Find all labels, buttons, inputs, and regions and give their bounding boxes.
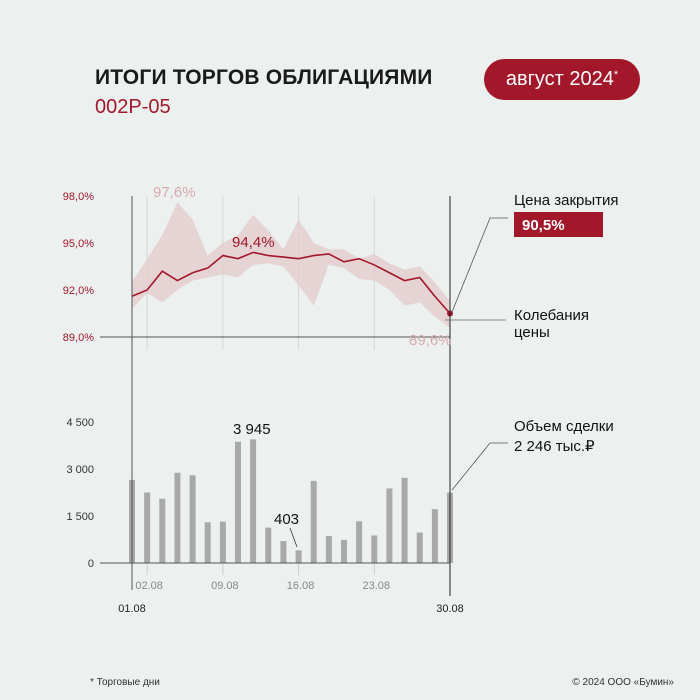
footnote: * Торговые дни: [90, 677, 160, 688]
price-tick-label: 89,0%: [63, 332, 94, 344]
end-date-label: 30.08: [436, 603, 464, 615]
price-tick-label: 98,0%: [63, 191, 94, 203]
min-volume-label: 403: [274, 511, 299, 528]
price-tick-label: 92,0%: [63, 285, 94, 297]
price-tick-label: 95,0%: [63, 238, 94, 250]
volume-bar: [341, 539, 347, 563]
date-tick-label: 16.08: [287, 580, 315, 592]
volume-pointer: [451, 442, 508, 491]
volume-legend-value: 2 246 тыс.₽: [514, 438, 595, 455]
date-tick-label: 09.08: [211, 580, 239, 592]
volume-bar: [431, 509, 438, 563]
min-volume-pointer: [289, 527, 298, 548]
axis-layer: 98,0% 95,0% 92,0% 89,0% 4 500 3 000 1 500 0 02.0…: [63, 191, 464, 615]
volume-bar: [174, 472, 181, 563]
volume-bar: [386, 488, 393, 563]
date-tick-label: 23.08: [363, 580, 391, 592]
close-price-pointer: [451, 217, 508, 313]
max-price-label: 97,6%: [153, 184, 196, 201]
start-date-label: 01.08: [118, 603, 146, 615]
close-price-legend-label: Цена закрытия: [514, 192, 619, 209]
volume-bar: [356, 521, 363, 563]
close-price-value: 90,5%: [522, 217, 565, 234]
volume-bar: [325, 536, 332, 563]
volume-bar: [310, 480, 317, 563]
volume-bar: [159, 498, 166, 563]
volume-tick-label: 3 000: [66, 464, 94, 476]
price-range-legend-line2: цены: [514, 324, 550, 341]
date-tick-label: 02.08: [135, 580, 163, 592]
copyright: © 2024 ООО «Бумин»: [572, 677, 674, 688]
volume-bar: [371, 535, 378, 563]
volume-tick-label: 4 500: [66, 417, 94, 429]
page-title: ИТОГИ ТОРГОВ ОБЛИГАЦИЯМИ: [95, 66, 433, 89]
volume-legend-label: Объем сделки: [514, 418, 614, 435]
price-range-band: [132, 202, 450, 328]
band-layer: [132, 202, 450, 328]
volume-tick-label: 1 500: [66, 511, 94, 523]
period-badge-text: август 2024: [505, 68, 614, 90]
volume-bar: [250, 439, 257, 563]
volume-bar: [144, 492, 151, 563]
volume-bar: [189, 475, 196, 563]
max-volume-label: 3 945: [233, 421, 271, 438]
label-layer: 97,6% 94,4% 89,6% 3 945 403: [153, 184, 452, 548]
volume-bar: [295, 550, 302, 563]
volume-tick-label: 0: [88, 558, 94, 570]
min-price-label: 89,6%: [409, 332, 452, 349]
volume-bar: [401, 477, 408, 563]
close-price-value-box: [514, 212, 603, 237]
period-badge: август 2024*: [484, 59, 640, 100]
price-range-legend-line1: Колебания: [514, 307, 589, 324]
volume-bar: [416, 532, 423, 563]
volume-bar: [280, 541, 287, 563]
closing-price-line: [131, 251, 451, 315]
volume-bar: [265, 527, 272, 563]
peak-close-label: 94,4%: [232, 234, 275, 251]
bar-layer: [129, 439, 453, 563]
volume-bar: [204, 522, 211, 563]
volume-bar: [219, 521, 226, 563]
period-badge-mark: *: [613, 69, 619, 81]
volume-bar: [235, 441, 241, 563]
page-subtitle: 002Р-05: [95, 96, 171, 118]
